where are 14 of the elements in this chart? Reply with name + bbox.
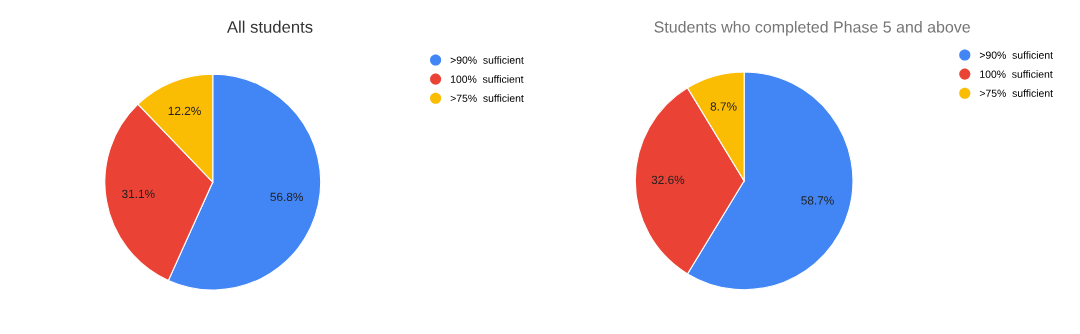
legend-label: 100% sufficient — [450, 75, 524, 83]
legend-label: >90% sufficient — [979, 51, 1053, 59]
chart-title: Students who completed Phase 5 and above — [654, 20, 970, 36]
data-label: 31.1% — [122, 189, 155, 199]
legend-label: 100% sufficient — [980, 70, 1053, 78]
legend-label: >75% sufficient — [979, 89, 1053, 97]
legend-label: >75% sufficient — [450, 94, 524, 102]
legend-label: >90% sufficient — [450, 56, 524, 64]
data-label: 58.7% — [801, 196, 834, 205]
data-label: 12.2% — [168, 106, 201, 116]
data-label: 32.6% — [651, 175, 685, 185]
data-label: 56.8% — [270, 192, 303, 202]
chart-title: All students — [226, 20, 313, 33]
data-label: 8.7% — [710, 102, 737, 111]
